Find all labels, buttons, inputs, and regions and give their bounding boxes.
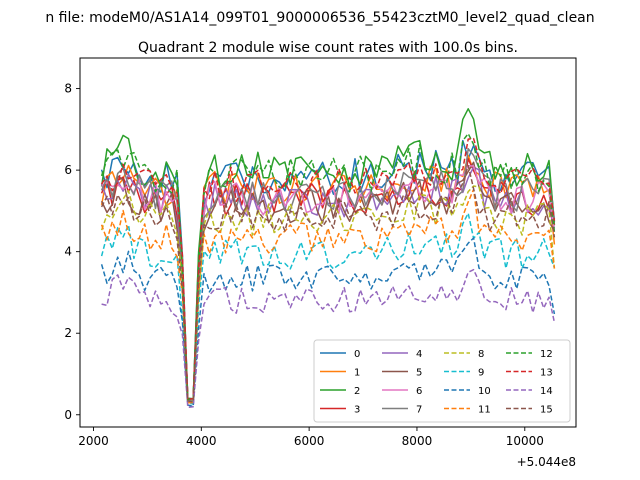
series-line-12 — [100, 132, 556, 401]
series-line-11 — [100, 188, 556, 404]
x-tick-label: 10000 — [506, 434, 544, 448]
series-line-6 — [101, 164, 556, 402]
y-tick-label: 6 — [64, 163, 72, 177]
legend-label-3: 3 — [354, 405, 360, 416]
legend-label-6: 6 — [416, 386, 422, 397]
series-line-8 — [100, 185, 556, 403]
y-tick-label: 2 — [64, 326, 72, 340]
series-line-7 — [100, 147, 556, 402]
series-group — [100, 108, 556, 409]
legend-label-11: 11 — [478, 405, 491, 416]
legend-label-10: 10 — [478, 386, 491, 397]
series-line-14 — [101, 268, 556, 409]
y-tick-label: 0 — [64, 408, 72, 422]
series-line-2 — [100, 108, 556, 400]
legend-label-13: 13 — [540, 368, 553, 379]
series-line-13 — [100, 137, 556, 401]
legend-label-4: 4 — [416, 349, 422, 360]
series-line-10 — [100, 237, 556, 408]
legend-label-9: 9 — [478, 368, 484, 379]
x-tick-label: 2000 — [78, 434, 109, 448]
chart-title: Quadrant 2 module wise count rates with … — [138, 40, 518, 56]
legend-label-14: 14 — [540, 386, 553, 397]
legend-label-1: 1 — [354, 368, 360, 379]
legend-box — [313, 339, 571, 423]
y-tick-label: 4 — [64, 245, 72, 259]
legend-label-0: 0 — [354, 349, 360, 360]
plot-area — [100, 108, 556, 409]
legend-label-2: 2 — [354, 386, 360, 397]
y-tick-label: 8 — [64, 82, 72, 96]
x-offset-label: +5.044e8 — [517, 455, 576, 469]
series-line-15 — [100, 164, 556, 403]
x-tick-label: 8000 — [402, 434, 433, 448]
x-tick-label: 4000 — [186, 434, 217, 448]
legend-label-12: 12 — [540, 349, 553, 360]
axes-frame — [79, 57, 577, 428]
x-tick-label: 6000 — [294, 434, 325, 448]
legend-label-15: 15 — [540, 405, 553, 416]
axes: 2000 4000 6000 8000 10000 0 2 4 6 8 — [64, 57, 577, 448]
figure-suptitle: n file: modeM0/AS1A14_099T01_9000006536_… — [45, 10, 594, 26]
legend-label-7: 7 — [416, 405, 422, 416]
legend-label-5: 5 — [416, 368, 422, 379]
legend-label-8: 8 — [478, 349, 484, 360]
